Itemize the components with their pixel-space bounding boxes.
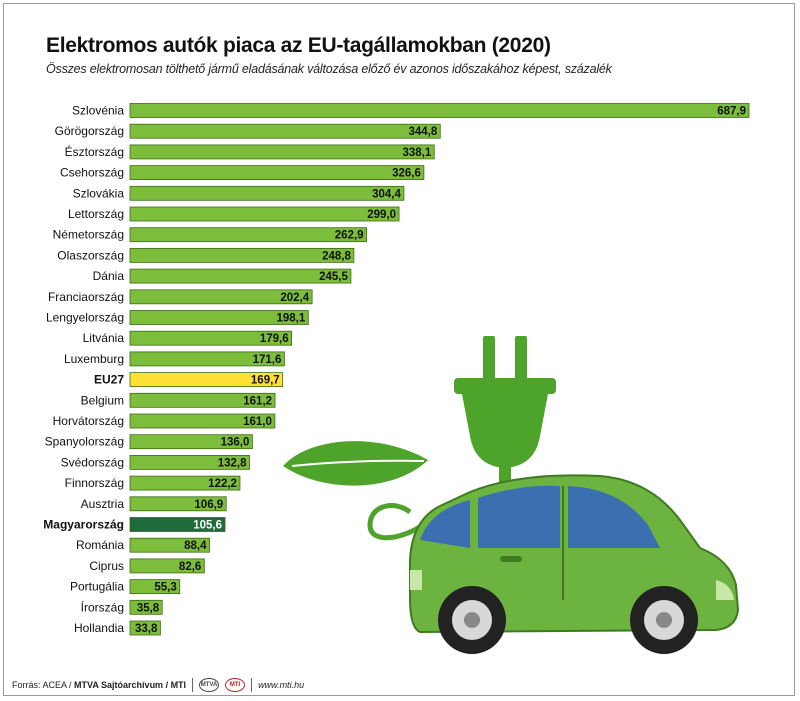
category-label: Horvátország — [53, 414, 124, 428]
value-label: 202,4 — [280, 292, 309, 304]
value-label: 169,7 — [251, 375, 280, 387]
bar — [129, 351, 285, 367]
category-label: Franciaország — [48, 290, 124, 304]
bar — [129, 310, 309, 325]
bar — [129, 413, 276, 429]
value-label: 136,0 — [221, 437, 250, 449]
bar — [129, 475, 241, 491]
value-label: 198,1 — [276, 313, 305, 325]
bar — [129, 227, 367, 243]
chart-subtitle: Összes elektromosan tölthető jármű eladá… — [46, 62, 612, 76]
value-label: 122,2 — [208, 478, 237, 490]
value-label: 132,8 — [218, 457, 247, 469]
category-label: Írország — [81, 599, 124, 614]
divider — [251, 678, 253, 692]
electric-car-illustration — [283, 336, 740, 654]
value-label: 338,1 — [402, 147, 431, 159]
bar — [129, 123, 441, 139]
bar — [129, 330, 293, 346]
category-label: Lettország — [68, 207, 124, 221]
value-label: 687,9 — [717, 106, 746, 118]
category-label: Németország — [53, 228, 124, 242]
value-label: 161,2 — [243, 395, 272, 407]
bar — [129, 289, 313, 305]
bar — [129, 599, 163, 615]
category-label: Ausztria — [81, 497, 125, 511]
value-label: 299,0 — [367, 209, 396, 221]
bar — [129, 185, 405, 201]
category-label: Olaszország — [57, 248, 124, 262]
bar — [129, 144, 435, 160]
value-label: 106,9 — [194, 499, 223, 511]
category-label: Litvánia — [83, 331, 125, 345]
bar — [129, 620, 161, 636]
value-label: 105,6 — [193, 520, 222, 532]
category-label: Görögország — [55, 124, 124, 138]
category-label: EU27 — [94, 373, 124, 387]
category-label: Ciprus — [89, 559, 124, 573]
category-label: Portugália — [70, 580, 124, 594]
value-label: 161,0 — [243, 416, 272, 428]
bar — [129, 454, 250, 470]
category-label: Szlovákia — [73, 186, 125, 200]
bar — [129, 206, 400, 222]
source-url[interactable]: www.mti.hu — [258, 680, 305, 690]
value-label: 35,8 — [137, 602, 160, 614]
value-label: 248,8 — [322, 250, 351, 262]
chart-title: Elektromos autók piaca az EU-tagállamokb… — [46, 34, 551, 57]
category-label: Magyarország — [43, 518, 124, 532]
car-icon — [409, 474, 740, 654]
category-label: Hollandia — [74, 621, 124, 635]
category-label: Szlovénia — [72, 104, 124, 118]
value-label: 245,5 — [319, 271, 348, 283]
value-label: 33,8 — [135, 623, 158, 635]
value-label: 304,4 — [372, 188, 401, 200]
category-label: Spanyolország — [45, 435, 124, 449]
value-label: 344,8 — [408, 126, 437, 138]
footer: Forrás: ACEA / MTVA Sajtóarchívum / MTI … — [12, 676, 304, 694]
value-label: 171,6 — [253, 354, 282, 366]
value-label: 262,9 — [335, 230, 364, 242]
category-label: Luxemburg — [64, 352, 124, 366]
bar — [129, 517, 226, 532]
bar — [129, 247, 355, 263]
bar — [129, 268, 352, 284]
bar — [129, 434, 253, 450]
category-label: Észtország — [65, 144, 124, 159]
value-label: 82,6 — [179, 561, 201, 573]
value-label: 179,6 — [260, 333, 289, 345]
divider — [192, 678, 194, 692]
category-label: Románia — [76, 538, 124, 552]
category-label: Lengyelország — [46, 311, 124, 325]
bar — [129, 165, 425, 181]
bar — [129, 537, 210, 553]
leaf-icon — [283, 441, 428, 486]
category-label: Csehország — [60, 166, 124, 180]
value-label: 55,3 — [154, 582, 176, 594]
value-label: 88,4 — [184, 540, 207, 552]
plug-icon — [454, 336, 556, 486]
bar — [129, 103, 750, 118]
bar — [129, 392, 276, 408]
bar — [129, 579, 181, 594]
value-label: 326,6 — [392, 168, 421, 180]
mti-logo: MTI — [225, 678, 246, 692]
category-label: Dánia — [93, 269, 125, 283]
category-label: Svédország — [61, 455, 124, 469]
bar — [129, 558, 205, 574]
category-label: Finnország — [65, 476, 124, 490]
bar — [129, 496, 227, 512]
mtva-logo: MTVA — [199, 678, 220, 692]
source-text: Forrás: ACEA / MTVA Sajtóarchívum / MTI — [12, 680, 187, 690]
bar — [129, 372, 284, 388]
category-label: Belgium — [81, 393, 124, 407]
